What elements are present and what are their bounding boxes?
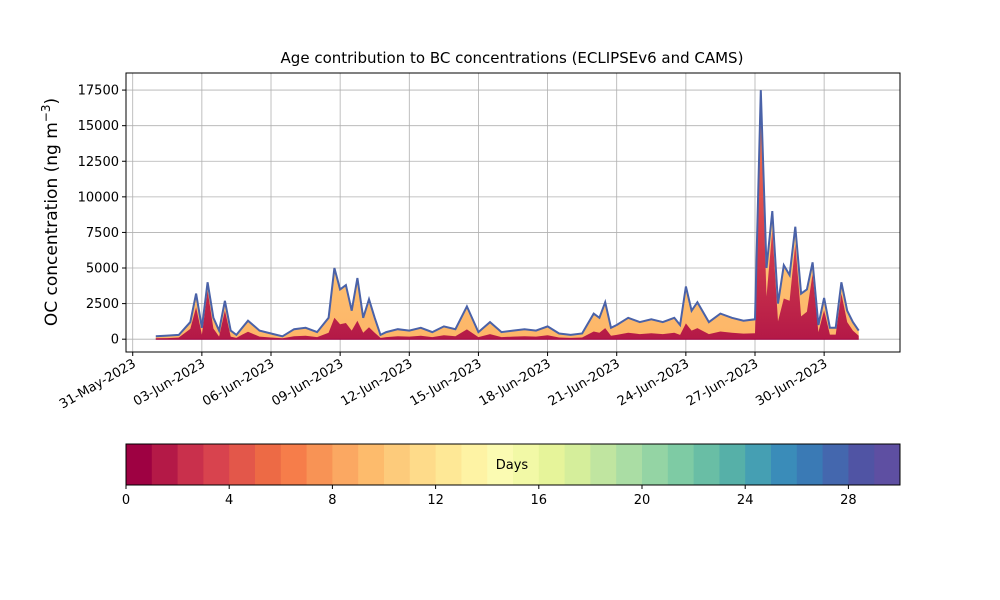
- colorbar-swatch: [590, 444, 617, 485]
- colorbar-swatch: [642, 444, 669, 485]
- colorbar-swatch: [280, 444, 308, 485]
- x-tick-label: 31-May-2023: [57, 356, 139, 412]
- colorbar-swatch: [848, 444, 875, 485]
- colorbar-swatch: [358, 444, 385, 485]
- colorbar-swatch: [693, 444, 720, 485]
- x-tick-label: 12-Jun-2023: [338, 356, 415, 409]
- colorbar-swatch: [306, 444, 333, 485]
- y-tick-label: 5000: [86, 262, 119, 277]
- young-age-area: [155, 115, 859, 340]
- y-tick-label: 15000: [78, 119, 119, 134]
- chart-title: Age contribution to BC concentrations (E…: [281, 49, 744, 67]
- x-tick-label: 15-Jun-2023: [408, 356, 485, 409]
- colorbar-swatch: [435, 444, 462, 485]
- y-tick-label: 2500: [86, 297, 119, 312]
- colorbar-swatch: [771, 444, 798, 485]
- colorbar-swatch: [255, 444, 282, 485]
- x-tick-label: 30-Jun-2023: [753, 356, 830, 409]
- y-axis-label-exponent: −3: [39, 104, 53, 122]
- older-age-area: [155, 90, 859, 340]
- colorbar-swatch: [745, 444, 772, 485]
- total-concentration-line: [155, 90, 860, 338]
- x-tick-label: 21-Jun-2023: [546, 356, 623, 409]
- colorbar-swatch: [384, 444, 411, 485]
- y-axis: 0 2500 5000 7500 10000 12500 15000 17500: [78, 84, 126, 348]
- x-tick-label: 27-Jun-2023: [684, 356, 761, 409]
- colorbar-swatch: [461, 444, 488, 485]
- colorbar-tick-label: 12: [427, 493, 444, 508]
- colorbar-swatch: [151, 444, 179, 485]
- colorbar-swatch: [719, 444, 746, 485]
- y-tick-label: 12500: [78, 155, 119, 170]
- colorbar-tick-label: 20: [634, 493, 651, 508]
- y-axis-label: OC concentration (ng m−3): [39, 98, 62, 326]
- y-tick-label: 0: [111, 333, 119, 348]
- colorbar-swatch: [796, 444, 824, 485]
- colorbar-frame: [125, 443, 901, 486]
- y-tick-label: 17500: [78, 84, 119, 99]
- plot-frame: [125, 72, 901, 353]
- colorbar-swatch: [332, 444, 359, 485]
- y-axis-label-text: OC concentration (ng m: [42, 122, 62, 326]
- colorbar-tick-label: 24: [737, 493, 754, 508]
- y-tick-label: 7500: [86, 226, 119, 241]
- colorbar-swatch: [126, 444, 153, 485]
- colorbar-swatch: [616, 444, 643, 485]
- colorbar-label: Days: [496, 458, 529, 473]
- colorbar-swatch: [564, 444, 591, 485]
- x-axis: 31-May-202303-Jun-202306-Jun-202309-Jun-…: [57, 352, 830, 412]
- colorbar-swatch: [229, 444, 256, 485]
- colorbar-swatch: [667, 444, 695, 485]
- colorbar-swatch: [538, 444, 566, 485]
- x-tick-label: 18-Jun-2023: [477, 356, 554, 409]
- y-axis-label-close: ): [42, 98, 62, 105]
- colorbar-swatch: [487, 444, 514, 485]
- colorbar-tick-label: 16: [531, 493, 548, 508]
- colorbar-tick-label: 8: [328, 493, 336, 508]
- colorbar-tick-label: 4: [225, 493, 233, 508]
- x-tick-label: 09-Jun-2023: [269, 356, 346, 409]
- colorbar-swatch: [177, 444, 204, 485]
- colorbar-swatch: [203, 444, 230, 485]
- colorbar-tick-label: 0: [122, 493, 130, 508]
- colorbar-swatch: [409, 444, 437, 485]
- x-tick-label: 03-Jun-2023: [131, 356, 208, 409]
- colorbar-swatch: [822, 444, 849, 485]
- colorbar-tick-label: 28: [840, 493, 857, 508]
- colorbar: 0 4 8 12 16 20 24 28: [122, 443, 901, 508]
- plot-area: [155, 90, 860, 340]
- x-tick-label: 06-Jun-2023: [200, 356, 277, 409]
- colorbar-swatch: [513, 444, 540, 485]
- colorbar-swatch: [874, 444, 901, 485]
- y-tick-label: 10000: [78, 190, 119, 205]
- x-tick-label: 24-Jun-2023: [615, 356, 692, 409]
